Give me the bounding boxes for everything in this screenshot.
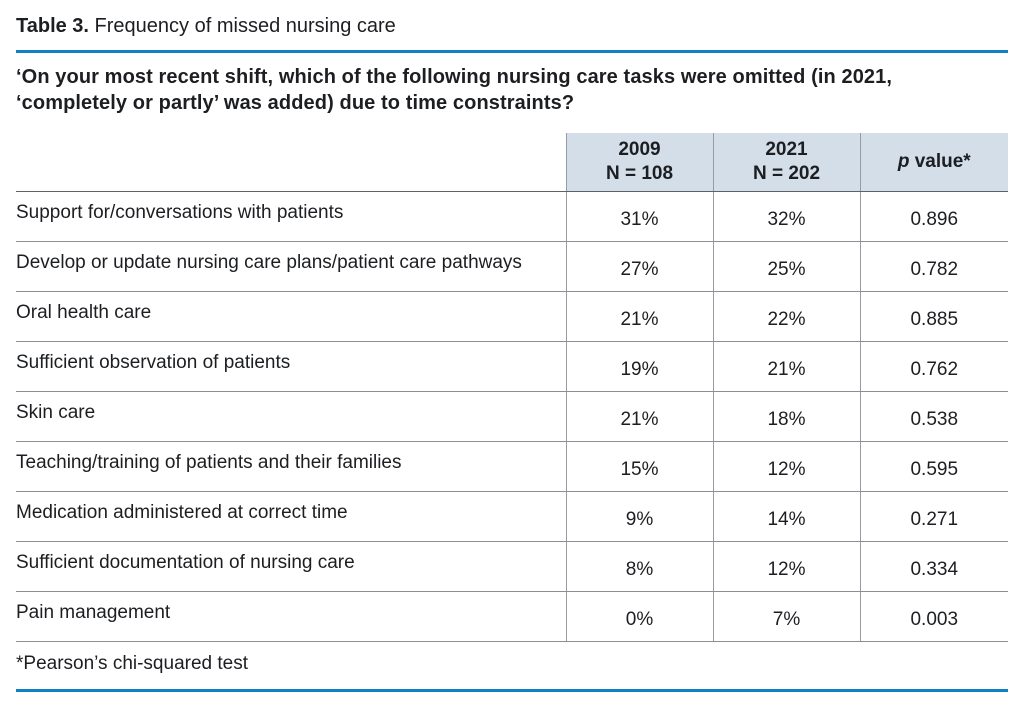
task-cell: Pain management xyxy=(16,591,566,642)
header-cell-2021: 2021 N = 202 xyxy=(712,133,860,192)
pvalue-cell: 0.896 xyxy=(859,191,1008,242)
value-2009-cell: 31% xyxy=(565,191,713,242)
task-cell: Support for/conversations with patients xyxy=(16,191,566,242)
pvalue-cell: 0.595 xyxy=(859,441,1008,492)
pvalue-cell: 0.334 xyxy=(859,541,1008,592)
header-2009-n: N = 108 xyxy=(605,162,674,184)
task-cell: Teaching/training of patients and their … xyxy=(16,441,566,492)
value-2009-cell: 8% xyxy=(565,541,713,592)
table-row: Sufficient documentation of nursing care… xyxy=(16,541,1008,592)
table-header: 2009 N = 108 2021 N = 202 p value* xyxy=(16,133,1008,192)
value-2009-cell: 15% xyxy=(565,441,713,492)
table-row: Pain management 0% 7% 0.003 xyxy=(16,591,1008,642)
value-2009-cell: 21% xyxy=(565,291,713,342)
pvalue-cell: 0.782 xyxy=(859,241,1008,292)
task-cell: Sufficient documentation of nursing care xyxy=(16,541,566,592)
value-2021-cell: 12% xyxy=(712,541,860,592)
value-2021-cell: 32% xyxy=(712,191,860,242)
value-2021-cell: 21% xyxy=(712,341,860,392)
table-caption-label: Table 3. xyxy=(16,15,89,37)
value-2021-cell: 18% xyxy=(712,391,860,442)
pvalue-cell: 0.538 xyxy=(859,391,1008,442)
task-cell: Sufficient observation of patients xyxy=(16,341,566,392)
table-row: Sufficient observation of patients 19% 2… xyxy=(16,341,1008,392)
value-2021-cell: 12% xyxy=(712,441,860,492)
pvalue-cell: 0.762 xyxy=(859,341,1008,392)
value-2021-cell: 7% xyxy=(712,591,860,642)
table-row: Support for/conversations with patients … xyxy=(16,191,1008,242)
table-row: Develop or update nursing care plans/pat… xyxy=(16,241,1008,292)
table-caption: Table 3. Frequency of missed nursing car… xyxy=(16,13,1008,39)
top-blue-rule xyxy=(16,50,1008,53)
value-2021-cell: 22% xyxy=(712,291,860,342)
task-cell: Medication administered at correct time xyxy=(16,491,566,542)
task-cell: Skin care xyxy=(16,391,566,442)
task-cell: Oral health care xyxy=(16,291,566,342)
pvalue-cell: 0.003 xyxy=(859,591,1008,642)
header-cell-empty xyxy=(16,133,566,192)
task-cell: Develop or update nursing care plans/pat… xyxy=(16,241,566,292)
value-2009-cell: 0% xyxy=(565,591,713,642)
header-cell-2009: 2009 N = 108 xyxy=(565,133,713,192)
value-2009-cell: 21% xyxy=(565,391,713,442)
table-row: Oral health care 21% 22% 0.885 xyxy=(16,291,1008,342)
header-p-italic: p xyxy=(897,151,910,173)
header-cell-pvalue: p value* xyxy=(859,133,1008,192)
pvalue-cell: 0.271 xyxy=(859,491,1008,542)
value-2021-cell: 14% xyxy=(712,491,860,542)
header-2021-n: N = 202 xyxy=(752,162,821,184)
table-footnote: *Pearson’s chi-squared test xyxy=(16,652,248,674)
value-2021-cell: 25% xyxy=(712,241,860,292)
header-p-rest: value* xyxy=(909,151,971,173)
table-caption-text: Frequency of missed nursing care xyxy=(89,15,396,37)
header-row: 2009 N = 108 2021 N = 202 p value* xyxy=(16,133,1008,192)
table-row: Medication administered at correct time … xyxy=(16,491,1008,542)
survey-question: ‘On your most recent shift, which of the… xyxy=(16,66,893,114)
value-2009-cell: 27% xyxy=(565,241,713,292)
header-2009-year: 2009 xyxy=(618,139,661,161)
missed-care-table: 2009 N = 108 2021 N = 202 p value* Suppo… xyxy=(16,133,1008,642)
value-2009-cell: 19% xyxy=(565,341,713,392)
bottom-blue-rule xyxy=(16,689,1008,693)
table-row: Skin care 21% 18% 0.538 xyxy=(16,391,1008,442)
table-row: Teaching/training of patients and their … xyxy=(16,441,1008,492)
header-2021-year: 2021 xyxy=(765,139,808,161)
table-body: Support for/conversations with patients … xyxy=(16,191,1008,642)
value-2009-cell: 9% xyxy=(565,491,713,542)
pvalue-cell: 0.885 xyxy=(859,291,1008,342)
